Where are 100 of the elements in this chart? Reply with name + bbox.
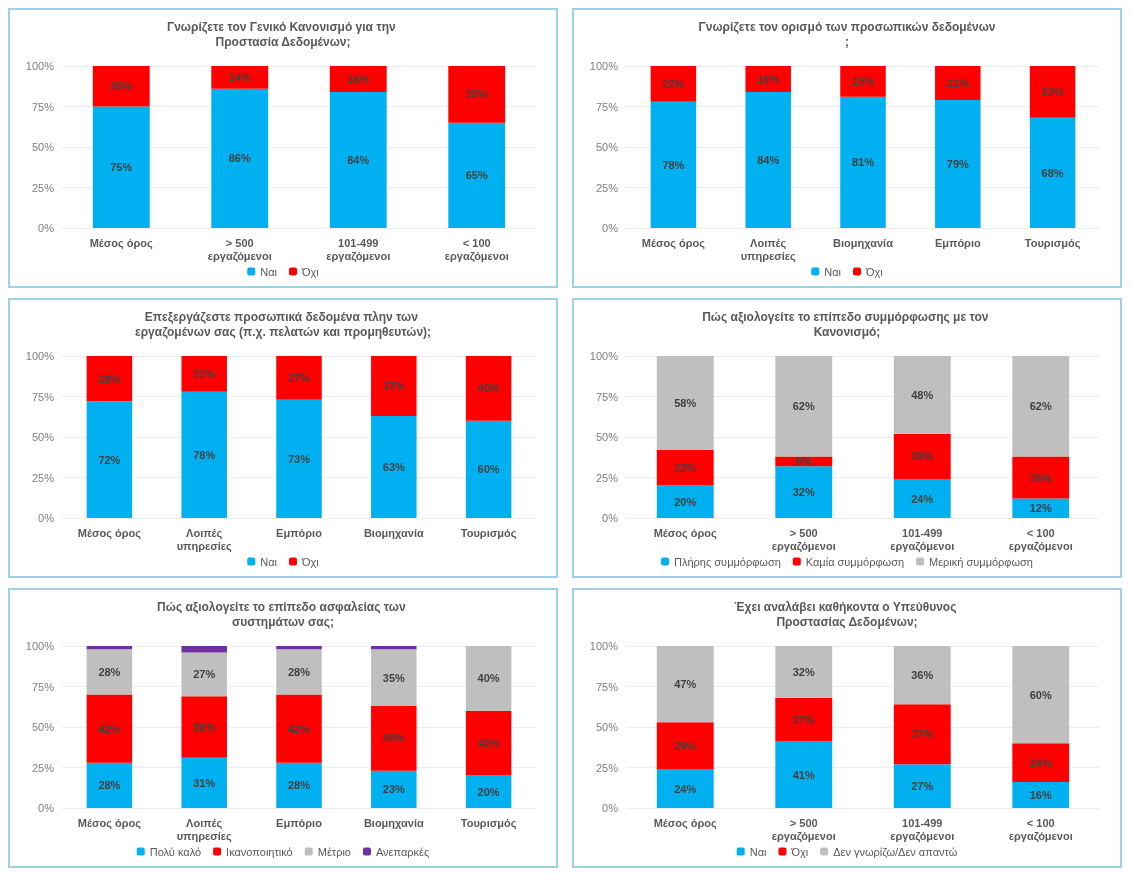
data-label: 41% (792, 768, 815, 781)
bar (1029, 117, 1076, 228)
y-tick-label: 75% (595, 680, 619, 693)
y-tick-label: 75% (31, 680, 55, 693)
x-tick-label: Μέσος όρος (89, 236, 154, 250)
legend-label: Δεν γνωρίζω/Δεν απαντώ (833, 845, 958, 858)
bar (371, 646, 417, 650)
data-label: 72% (98, 453, 121, 466)
data-label: 35% (382, 671, 406, 684)
x-tick-label: Λοιπές υπηρεσίες (740, 236, 797, 263)
bar (92, 66, 150, 107)
y-tick-label: 100% (25, 60, 55, 72)
data-label: 20% (477, 785, 500, 798)
x-tick-label: Λοιπές υπηρεσίες (176, 816, 233, 843)
bar (656, 769, 714, 808)
y-tick-label: 25% (595, 181, 619, 194)
bar (1012, 646, 1070, 744)
bar (935, 66, 981, 101)
data-label: 26% (1029, 471, 1052, 484)
y-tick-label: 50% (595, 721, 619, 733)
bar (775, 697, 833, 742)
data-label: 36% (911, 669, 934, 682)
data-label: 24% (1029, 756, 1052, 769)
bar (775, 356, 833, 457)
data-label: 12% (1029, 502, 1052, 515)
bar (893, 433, 951, 480)
data-label: 20% (674, 495, 697, 508)
data-label: 62% (792, 400, 815, 413)
x-tick-label: Εμπόριο (276, 526, 323, 539)
y-tick-label: 100% (589, 60, 619, 72)
y-tick-label: 50% (595, 431, 619, 443)
chart-title: Έχει αναλάβει καθήκοντα ο Υπεύθυνος Προστασίας Δεδομένων; (734, 599, 960, 629)
bar (211, 66, 269, 89)
y-tick-label: 50% (31, 141, 55, 153)
data-label: 16% (347, 72, 370, 85)
x-tick-label: < 100 εργαζόμενοι (1008, 526, 1073, 553)
data-label: 21% (946, 77, 970, 90)
data-label: 28% (911, 450, 934, 463)
x-tick-label: Βιομηχανία (363, 816, 424, 829)
data-label: 23% (382, 783, 406, 796)
data-label: 28% (287, 779, 311, 792)
bar (775, 466, 833, 518)
data-label: 81% (851, 156, 875, 169)
bar (371, 705, 417, 771)
bar (86, 401, 133, 518)
data-label: 27% (193, 668, 216, 681)
chart-title: Επεξεργάζεστε προσωπικά δεδομένα πλην των εργαζομένων σας (π.χ. πελατών και προμηθευτών); (134, 309, 432, 339)
data-label: 32% (1041, 85, 1064, 98)
data-label: 68% (1041, 166, 1064, 179)
bar (181, 757, 227, 808)
data-label: 40% (477, 737, 500, 750)
y-tick-label: 0% (602, 802, 619, 814)
bar (1012, 782, 1070, 808)
y-tick-label: 100% (25, 640, 55, 652)
bar (465, 710, 512, 776)
data-label: 79% (946, 158, 970, 171)
data-label: 28% (98, 779, 121, 792)
data-label: 37% (911, 728, 934, 741)
data-label: 35% (465, 88, 488, 101)
data-label: 65% (465, 169, 488, 182)
bar (86, 356, 133, 402)
bar (448, 122, 506, 228)
legend-label: Πολύ καλό (149, 845, 202, 858)
bar (181, 391, 227, 518)
data-label: 40% (477, 672, 500, 685)
x-tick-label: Μέσος όρος (77, 526, 142, 540)
bar (276, 399, 322, 518)
bar (775, 741, 833, 808)
bar (893, 764, 951, 808)
y-tick-label: 75% (31, 390, 55, 403)
data-label: 22% (674, 461, 697, 474)
data-label: 84% (347, 153, 370, 166)
x-tick-label: Βιομηχανία (363, 526, 424, 539)
bar (181, 646, 227, 653)
bar (465, 646, 512, 711)
data-label: 29% (674, 739, 697, 752)
x-tick-label: Εμπόριο (276, 816, 323, 829)
x-tick-label: > 500 εργαζόμενοι (771, 526, 836, 553)
bar (329, 66, 387, 92)
y-tick-label: 50% (31, 431, 55, 443)
bar (86, 694, 133, 763)
x-tick-label: Μέσος όρος (77, 816, 142, 830)
bar (656, 485, 714, 518)
bar (656, 646, 714, 723)
x-tick-label: Βιομηχανία (833, 236, 894, 249)
x-tick-label: Λοιπές υπηρεσίες (176, 526, 233, 553)
y-tick-label: 0% (38, 512, 55, 524)
bar (656, 356, 714, 450)
bar (893, 646, 951, 705)
y-tick-label: 25% (31, 471, 55, 484)
x-tick-label: Μέσος όρος (653, 816, 718, 830)
bar (935, 100, 981, 228)
data-label: 28% (98, 665, 121, 678)
data-label: 28% (98, 372, 121, 385)
data-label: 28% (287, 665, 311, 678)
data-label: 27% (792, 713, 815, 726)
bar (1012, 356, 1070, 457)
y-tick-label: 50% (31, 721, 55, 733)
x-tick-label: > 500 εργαζόμενοι (207, 236, 272, 263)
y-tick-label: 25% (595, 471, 619, 484)
